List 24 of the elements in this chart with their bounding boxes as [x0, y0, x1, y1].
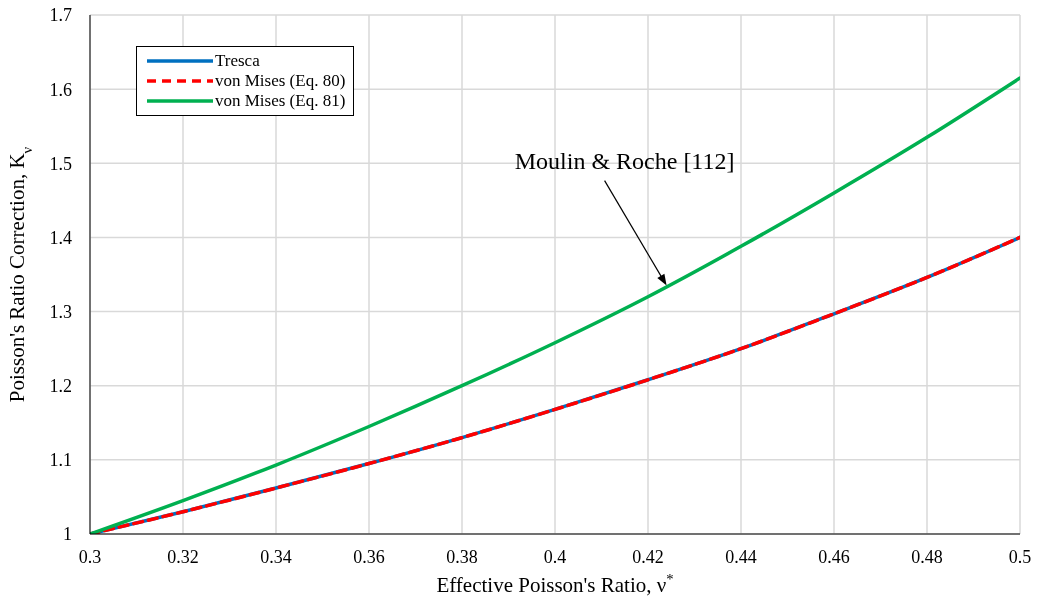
- legend-label: Tresca: [215, 51, 260, 71]
- x-tick-label: 0.48: [911, 546, 943, 567]
- y-tick-label: 1.3: [49, 301, 72, 322]
- x-tick-label: 0.32: [167, 546, 199, 567]
- x-tick-label: 0.46: [818, 546, 850, 567]
- x-tick-label: 0.38: [446, 546, 478, 567]
- x-axis-title: Effective Poisson's Ratio, ν$^{*}$: [436, 571, 674, 597]
- y-tick-label: 1.6: [49, 79, 72, 100]
- legend-label: von Mises (Eq. 80): [215, 71, 346, 91]
- y-tick-label: 1.5: [49, 153, 72, 174]
- x-tick-label: 0.34: [260, 546, 292, 567]
- y-tick-label: 1.2: [49, 376, 72, 397]
- x-tick-label: 0.5: [1008, 546, 1032, 567]
- x-tick-label: 0.42: [632, 546, 664, 567]
- annotation: Moulin & Roche [112]: [514, 147, 735, 174]
- x-tick-label: 0.4: [543, 546, 567, 567]
- x-tick-label: 0.44: [725, 546, 757, 567]
- legend-label: von Mises (Eq. 81): [215, 91, 346, 111]
- y-tick-label: 1.1: [49, 450, 72, 471]
- y-tick-label: 1.4: [49, 227, 72, 248]
- y-tick-label: 1.7: [49, 5, 72, 26]
- y-tick-label: 1: [63, 524, 72, 545]
- x-tick-label: 0.3: [78, 546, 102, 567]
- x-tick-label: 0.36: [353, 546, 385, 567]
